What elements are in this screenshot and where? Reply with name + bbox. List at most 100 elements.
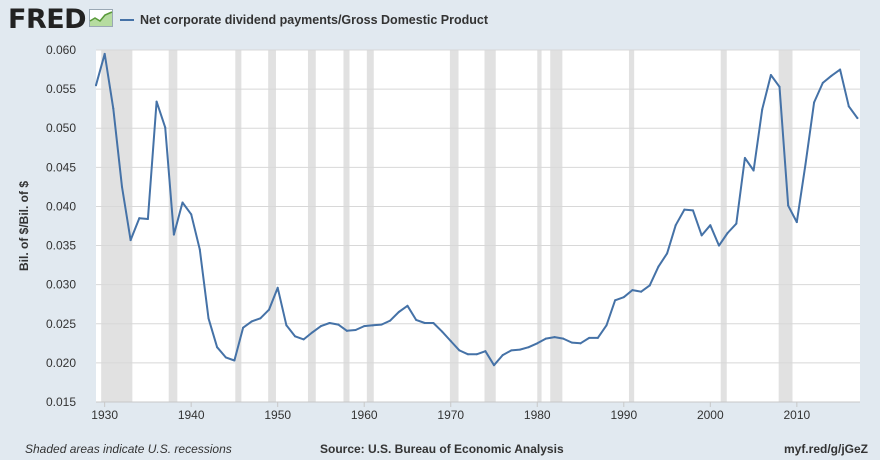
data-point (493, 364, 496, 367)
data-point (735, 222, 738, 225)
data-point (328, 321, 331, 324)
data-point (345, 329, 348, 332)
x-tick-label: 1930 (91, 408, 118, 422)
x-tick-label: 1950 (264, 408, 291, 422)
recession-band (720, 50, 727, 402)
data-point (717, 244, 720, 247)
recession-band (101, 50, 133, 402)
data-point (605, 324, 608, 327)
data-point (510, 349, 513, 352)
data-point (112, 107, 115, 110)
data-point (250, 320, 253, 323)
data-point (233, 359, 236, 362)
header: FRED Net corporate dividend payments/Gro… (0, 0, 880, 40)
data-point (787, 204, 790, 207)
data-point (432, 321, 435, 324)
data-point (103, 52, 106, 55)
data-point (146, 217, 149, 220)
x-tick-label: 2000 (697, 408, 724, 422)
x-tick-label: 1960 (351, 408, 378, 422)
legend-line-swatch (120, 19, 134, 21)
data-point (821, 81, 824, 84)
x-tick-label: 1980 (524, 408, 551, 422)
data-point (674, 224, 677, 227)
data-point (640, 290, 643, 293)
data-point (553, 336, 556, 339)
data-point (285, 324, 288, 327)
footer: Shaded areas indicate U.S. recessions So… (0, 440, 880, 460)
data-point (467, 353, 470, 356)
data-point (276, 286, 279, 289)
recession-band (449, 50, 459, 402)
data-point (268, 308, 271, 311)
data-point (294, 335, 297, 338)
data-point (155, 100, 158, 103)
data-point (830, 74, 833, 77)
data-point (700, 234, 703, 237)
data-point (198, 248, 201, 251)
data-point (804, 163, 807, 166)
y-tick-label: 0.060 (46, 43, 76, 57)
data-point (614, 299, 617, 302)
data-point (458, 349, 461, 352)
x-tick-label: 1990 (610, 408, 637, 422)
data-point (596, 336, 599, 339)
data-point (337, 323, 340, 326)
data-point (415, 318, 418, 321)
recession-band (778, 50, 793, 402)
recession-band (235, 50, 242, 402)
data-point (363, 325, 366, 328)
recession-band (268, 50, 276, 402)
data-point (518, 348, 521, 351)
fred-logo[interactable]: FRED (8, 4, 87, 35)
data-points (95, 52, 859, 367)
recession-band (366, 50, 374, 402)
data-point (397, 311, 400, 314)
y-tick-label: 0.055 (46, 82, 76, 96)
short-url[interactable]: myf.red/g/jGeZ (783, 442, 868, 456)
data-point (769, 74, 772, 77)
recession-band (343, 50, 350, 402)
fred-graph-icon (89, 9, 113, 27)
data-point (224, 356, 227, 359)
data-point (120, 185, 123, 188)
data-point (726, 232, 729, 235)
data-point (795, 221, 798, 224)
x-axis-ticks: 1930 1940 1950 1960 1970 1980 1990 2000 2010 (91, 401, 860, 422)
y-axis-label: Bil. of $/Bil. of $ (17, 181, 31, 271)
data-point (752, 169, 755, 172)
data-point (709, 224, 712, 227)
data-point (138, 217, 141, 220)
data-point (648, 284, 651, 287)
data-point (242, 326, 245, 329)
legend-label: Net corporate dividend payments/Gross Do… (140, 13, 488, 27)
recession-band (484, 50, 496, 402)
x-tick-label: 2010 (783, 408, 810, 422)
data-point (423, 321, 426, 324)
data-point (406, 304, 409, 307)
data-point (761, 108, 764, 111)
data-point (380, 323, 383, 326)
data-point (743, 156, 746, 159)
data-point (319, 325, 322, 328)
data-point (164, 126, 167, 129)
data-point (778, 85, 781, 88)
recession-band (628, 50, 635, 402)
y-tick-label: 0.030 (46, 278, 76, 292)
data-point (484, 350, 487, 353)
data-point (259, 317, 262, 320)
data-point (847, 105, 850, 108)
data-point (544, 337, 547, 340)
data-point (190, 213, 193, 216)
y-tick-label: 0.020 (46, 356, 76, 370)
source-credit[interactable]: Source: U.S. Bureau of Economic Analysis (320, 442, 564, 456)
data-point (129, 239, 132, 242)
data-point (622, 296, 625, 299)
data-point (839, 68, 842, 71)
data-point (389, 319, 392, 322)
data-point (354, 329, 357, 332)
chart[interactable]: 0.060 0.055 0.050 0.045 0.040 0.035 0.030 0.025… (0, 0, 880, 440)
data-point (666, 252, 669, 255)
data-point (172, 233, 175, 236)
recession-footnote: Shaded areas indicate U.S. recessions (25, 442, 232, 456)
